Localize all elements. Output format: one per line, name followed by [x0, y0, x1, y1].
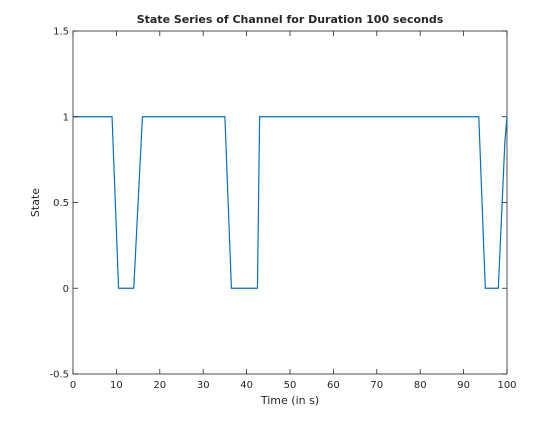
axes: [72, 30, 508, 375]
y-tick-label: 1.5: [53, 27, 69, 38]
x-tick-label: 50: [284, 380, 297, 391]
x-tick-label: 20: [153, 380, 166, 391]
series-line: [73, 116, 508, 289]
ticks: 0 10 20 30 40 50 60 70 80 90 100-0.500.511.5: [49, 27, 516, 392]
x-tick-label: 10: [110, 380, 123, 391]
x-tick-label: 70: [370, 380, 383, 391]
series-group: [73, 116, 508, 289]
x-tick-label: 80: [414, 380, 427, 391]
x-tick-label: 30: [197, 380, 210, 391]
y-tick-label: -0.5: [49, 370, 69, 381]
x-tick-label: 60: [327, 380, 340, 391]
x-tick-label: 40: [240, 380, 253, 391]
x-tick-label: 100: [497, 380, 516, 391]
plot-area: [72, 30, 508, 375]
y-axis-label: State: [29, 188, 42, 217]
x-tick-label: 90: [457, 380, 470, 391]
y-tick-label: 1: [63, 112, 69, 123]
x-axis-label: Time (in s): [260, 394, 319, 407]
y-tick-label: 0: [63, 284, 69, 295]
y-tick-label: 0.5: [53, 198, 69, 209]
x-tick-label: 0: [70, 380, 76, 391]
chart-title: State Series of Channel for Duration 100…: [137, 13, 444, 26]
